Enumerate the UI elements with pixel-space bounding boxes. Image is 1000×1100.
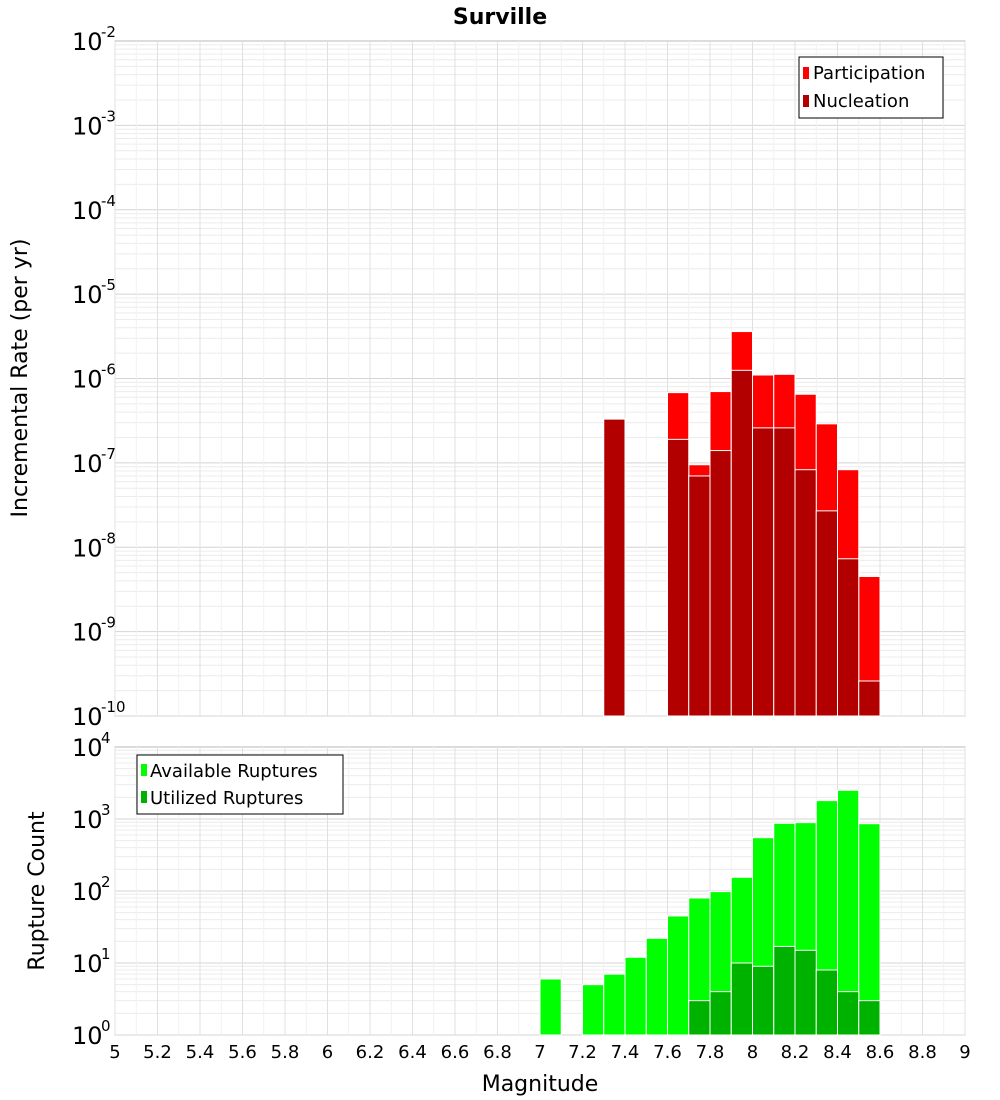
legend-label-participation: Participation [813, 63, 925, 84]
bar-nucleation [752, 427, 775, 717]
bottom-legend: Available Ruptures Utilized Ruptures [136, 754, 344, 815]
x-tick-label: 5.4 [186, 1042, 215, 1063]
x-tick-label: 6.6 [441, 1042, 470, 1063]
bottom-legend-box [136, 754, 344, 815]
bottom-bars [539, 789, 881, 1036]
y-tick-base: 10 [72, 197, 103, 225]
bar-utilized-ruptures [688, 1000, 711, 1036]
y-tick-exponent: -5 [101, 276, 116, 294]
y-tick-exponent: 4 [101, 729, 111, 747]
y-tick-base: 10 [72, 734, 103, 762]
top-y-axis-title: Incremental Rate (per yr) [8, 239, 33, 518]
y-tick-base: 10 [72, 1022, 103, 1050]
x-tick-label: 9 [959, 1042, 970, 1063]
y-tick-exponent: -9 [101, 614, 116, 632]
bottom-y-axis-title: Rupture Count [25, 811, 50, 971]
y-tick-exponent: 1 [101, 945, 111, 963]
bar-nucleation [794, 469, 817, 717]
y-tick-base: 10 [72, 950, 103, 978]
y-tick-exponent: 2 [101, 873, 111, 891]
y-tick-exponent: -3 [101, 107, 116, 125]
bar-nucleation [709, 450, 732, 717]
x-tick-label: 6 [322, 1042, 333, 1063]
legend-label-utilized: Utilized Ruptures [150, 788, 303, 809]
y-tick-exponent: 3 [101, 801, 111, 819]
legend-swatch-utilized [141, 791, 147, 803]
x-axis-title: Magnitude [482, 1072, 599, 1097]
x-tick-label: 8.2 [781, 1042, 810, 1063]
bar-utilized-ruptures [709, 991, 732, 1036]
bar-nucleation [667, 438, 690, 717]
x-tick-label: 7.8 [696, 1042, 725, 1063]
x-tick-label: 6.4 [398, 1042, 427, 1063]
y-tick-exponent: -10 [101, 698, 126, 716]
bar-utilized-ruptures [773, 945, 796, 1036]
y-tick-base: 10 [72, 534, 103, 562]
bar-utilized-ruptures [794, 949, 817, 1036]
y-tick-base: 10 [72, 703, 103, 731]
bar-available-ruptures [645, 937, 668, 1036]
y-tick-exponent: -8 [101, 529, 116, 547]
legend-label-available: Available Ruptures [150, 761, 318, 782]
y-tick-base: 10 [72, 619, 103, 647]
y-tick-exponent: -7 [101, 445, 116, 463]
bar-available-ruptures [539, 978, 562, 1036]
bar-nucleation [603, 418, 626, 717]
legend-swatch-participation [803, 67, 809, 79]
bar-utilized-ruptures [858, 1000, 881, 1036]
y-tick-base: 10 [72, 112, 103, 140]
x-tick-label: 8 [747, 1042, 758, 1063]
bar-nucleation [730, 369, 753, 717]
x-ticks: 5 5.2 5.4 5.6 5.8 6 6.2 6.4 6.6 6.8 7 7.2 7.4 7.6 7.8 8… [109, 1042, 970, 1063]
x-tick-label: 8.8 [908, 1042, 937, 1063]
x-tick-label: 8.6 [866, 1042, 895, 1063]
y-tick-base: 10 [72, 281, 103, 309]
x-tick-label: 8.4 [823, 1042, 852, 1063]
bar-nucleation [858, 680, 881, 717]
x-tick-label: 7.2 [568, 1042, 597, 1063]
y-tick-base: 10 [72, 878, 103, 906]
y-tick-exponent: -4 [101, 192, 116, 210]
bar-utilized-ruptures [752, 965, 775, 1036]
y-tick-base: 10 [72, 450, 103, 478]
x-tick-label: 5.2 [143, 1042, 172, 1063]
y-tick-exponent: -2 [101, 23, 116, 41]
legend-swatch-available [141, 764, 147, 776]
top-legend: Participation Nucleation [798, 56, 944, 119]
x-tick-label: 5.8 [271, 1042, 300, 1063]
x-tick-label: 6.2 [356, 1042, 385, 1063]
y-tick-base: 10 [72, 806, 103, 834]
legend-swatch-nucleation [803, 95, 809, 107]
x-tick-label: 7.4 [611, 1042, 640, 1063]
y-tick-exponent: -6 [101, 361, 116, 379]
x-tick-label: 7.6 [653, 1042, 682, 1063]
top-bars [603, 331, 881, 717]
bar-available-ruptures [582, 984, 605, 1036]
x-tick-label: 7 [534, 1042, 545, 1063]
bar-utilized-ruptures [837, 991, 860, 1036]
bar-nucleation [688, 475, 711, 717]
x-tick-label: 5.6 [228, 1042, 257, 1063]
x-tick-label: 5 [109, 1042, 120, 1063]
x-tick-label: 6.8 [483, 1042, 512, 1063]
y-tick-exponent: 0 [101, 1017, 111, 1035]
y-tick-base: 10 [72, 28, 103, 56]
top-legend-box [798, 56, 944, 119]
y-tick-base: 10 [72, 366, 103, 394]
bar-utilized-ruptures [815, 969, 838, 1036]
bar-nucleation [837, 558, 860, 717]
chart-title: Surville [453, 5, 547, 30]
bar-available-ruptures [603, 973, 626, 1036]
bar-available-ruptures [667, 915, 690, 1036]
legend-label-nucleation: Nucleation [813, 91, 909, 112]
bar-utilized-ruptures [730, 962, 753, 1036]
bar-nucleation [773, 427, 796, 717]
bar-available-ruptures [624, 956, 647, 1036]
bar-nucleation [815, 510, 838, 717]
